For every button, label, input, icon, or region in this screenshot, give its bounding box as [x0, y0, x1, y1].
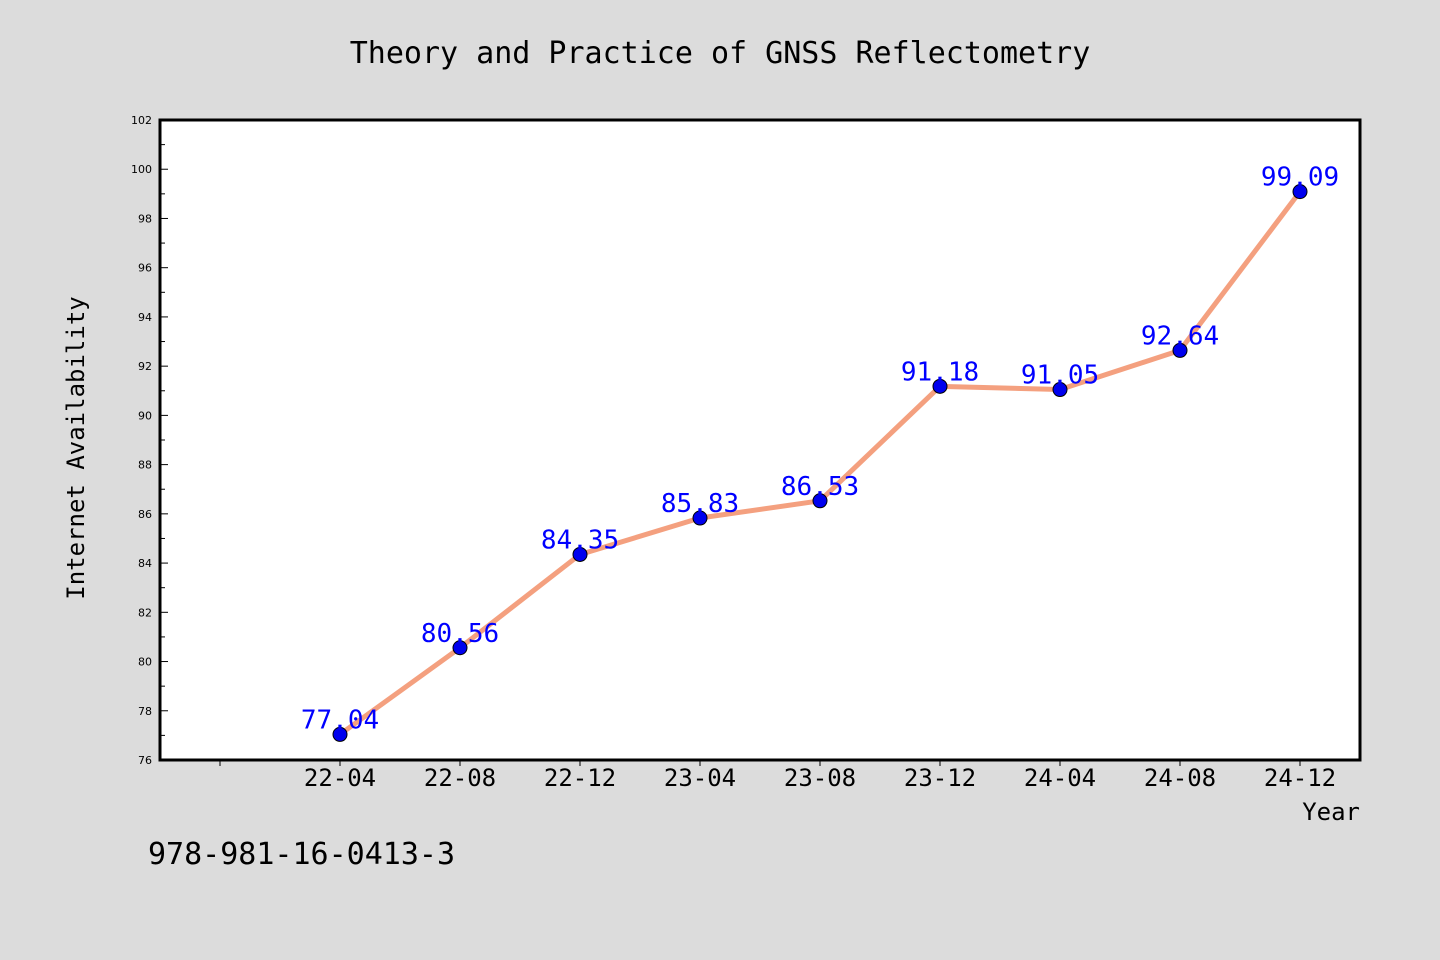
marker-group	[332, 184, 1308, 742]
x-tick-label: 22-12	[544, 764, 616, 792]
x-tick-label: 23-08	[784, 764, 856, 792]
data-point	[572, 546, 588, 562]
data-point	[1292, 184, 1308, 200]
y-tick-label: 98	[138, 212, 152, 225]
y-tick-label: 94	[138, 311, 152, 324]
data-point	[932, 378, 948, 394]
y-tick-label: 86	[138, 508, 152, 521]
isbn-text: 978-981-16-0413-3	[148, 837, 455, 872]
data-point	[332, 726, 348, 742]
data-label: 91.05	[1021, 361, 1099, 391]
data-point	[692, 510, 708, 526]
data-label: 91.18	[901, 357, 979, 387]
y-tick-label: 78	[138, 705, 152, 718]
y-tick-label: 96	[138, 262, 152, 275]
x-tick-label: 24-04	[1024, 764, 1096, 792]
x-axis: 22-04 22-08 22-12 23-04 23-08 23-12 24-04 24-08…	[219, 760, 1336, 792]
data-label: 80.56	[421, 619, 499, 649]
y-tick-label: 92	[138, 360, 152, 373]
data-point	[1052, 382, 1068, 398]
y-axis: 76 78 80 82 84 86 88 90 92 94 96 98 100 102	[131, 114, 168, 767]
data-label: 84.35	[541, 525, 619, 555]
plot-area	[158, 118, 1362, 762]
x-tick-label: 23-12	[904, 764, 976, 792]
data-label: 99.09	[1261, 163, 1339, 193]
x-tick-label: 24-12	[1264, 764, 1336, 792]
data-label: 77.04	[301, 705, 379, 735]
y-tick-label: 88	[138, 459, 152, 472]
x-tick-label: 23-04	[664, 764, 736, 792]
y-tick-label: 80	[138, 656, 152, 669]
y-tick-label: 84	[138, 557, 152, 570]
x-tick-label: 24-08	[1144, 764, 1216, 792]
y-tick-label: 82	[138, 606, 152, 619]
y-axis-label: Internet Availability	[62, 296, 90, 599]
x-axis-label: Year	[1302, 798, 1360, 826]
x-tick-label: 22-04	[304, 764, 376, 792]
data-point	[812, 493, 828, 509]
data-label: 85.83	[661, 489, 739, 519]
y-tick-label: 100	[131, 163, 152, 176]
data-label: 86.53	[781, 472, 859, 502]
y-tick-label: 102	[131, 114, 152, 127]
data-point	[1172, 342, 1188, 358]
data-point	[452, 640, 468, 656]
data-label: 92.64	[1141, 321, 1219, 351]
x-tick-label: 22-08	[424, 764, 496, 792]
y-tick-label: 76	[138, 754, 152, 767]
data-label-group: 77.04 80.56 84.35 85.83 86.53 91.18 91.05 92.64…	[301, 163, 1339, 736]
chart-title: Theory and Practice of GNSS Reflectometr…	[350, 36, 1091, 71]
y-tick-label: 90	[138, 409, 152, 422]
